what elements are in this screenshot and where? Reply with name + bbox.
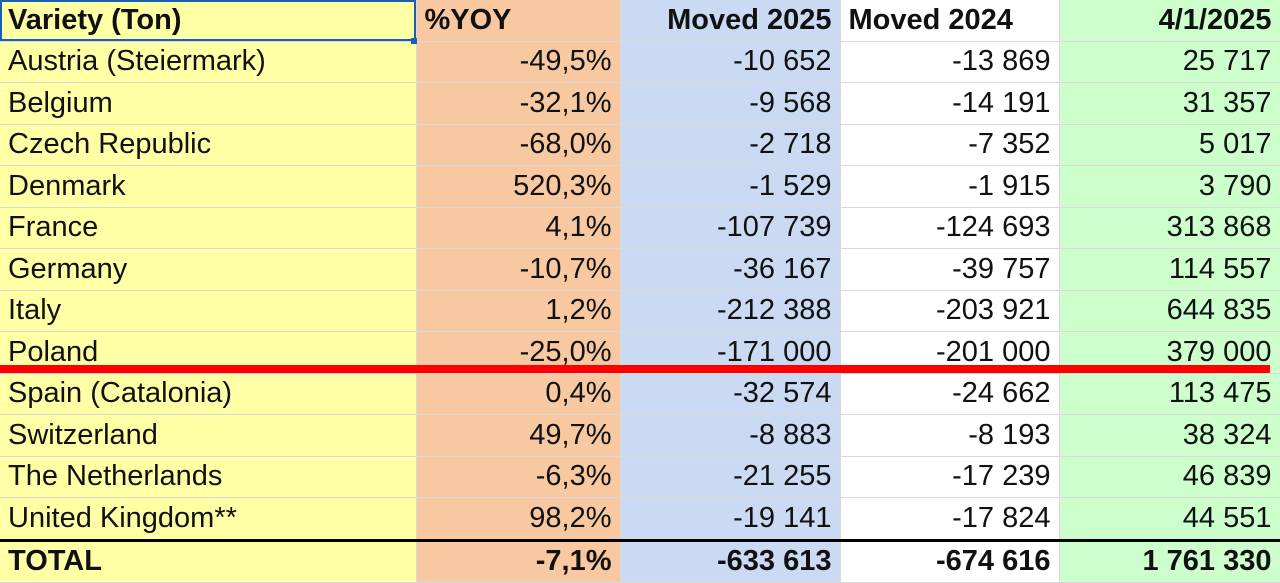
header-yoy-cell[interactable]: %YOY [416, 0, 621, 42]
header-moved-2025-cell[interactable]: Moved 2025 [620, 0, 841, 42]
moved-2025-cell[interactable]: -8 883 [620, 414, 841, 457]
highlight-red-line [0, 365, 1270, 373]
moved-2024-cell[interactable]: -124 693 [840, 207, 1060, 249]
date-cell[interactable]: 313 868 [1059, 207, 1280, 249]
moved-2025-cell[interactable]: -21 255 [620, 456, 841, 498]
moved-2025-cell[interactable]: -10 652 [620, 41, 841, 83]
moved-2024-cell[interactable]: -24 662 [840, 373, 1060, 415]
date-cell[interactable]: 44 551 [1059, 497, 1280, 541]
yoy-cell[interactable]: -10,7% [416, 248, 621, 291]
total-date-cell[interactable]: 1 761 330 [1059, 538, 1280, 583]
moved-2024-cell[interactable]: -14 191 [840, 82, 1060, 125]
table-row: United Kingdom** 98,2% -19 141 -17 824 44 55… [0, 497, 1280, 541]
date-cell[interactable]: 113 475 [1059, 373, 1280, 415]
yoy-cell[interactable]: -49,5% [416, 41, 621, 83]
moved-2024-cell[interactable]: -7 352 [840, 124, 1060, 166]
table-row: The Netherlands -6,3% -21 255 -17 239 46 839 [0, 456, 1280, 498]
variety-cell[interactable]: Belgium [0, 82, 417, 125]
moved-2024-cell[interactable]: -17 824 [840, 497, 1060, 541]
header-moved-2024-cell[interactable]: Moved 2024 [840, 0, 1060, 42]
date-cell[interactable]: 5 017 [1059, 124, 1280, 166]
table-row: Austria (Steiermark) -49,5% -10 652 -13 869… [0, 41, 1280, 83]
yoy-cell[interactable]: 49,7% [416, 414, 621, 457]
table-row: Belgium -32,1% -9 568 -14 191 31 357 [0, 82, 1280, 125]
header-variety-cell[interactable]: Variety (Ton) [0, 0, 417, 42]
variety-cell[interactable]: France [0, 207, 417, 249]
table-row: Germany -10,7% -36 167 -39 757 114 557 [0, 248, 1280, 291]
moved-2025-cell[interactable]: -2 718 [620, 124, 841, 166]
table-row: Switzerland 49,7% -8 883 -8 193 38 324 [0, 414, 1280, 457]
total-yoy-cell[interactable]: -7,1% [416, 538, 621, 583]
total-variety-cell[interactable]: TOTAL [0, 538, 417, 583]
moved-2024-cell[interactable]: -1 915 [840, 165, 1060, 208]
date-cell[interactable]: 114 557 [1059, 248, 1280, 291]
yoy-cell[interactable]: 0,4% [416, 373, 621, 415]
total-moved-2025-cell[interactable]: -633 613 [620, 538, 841, 583]
variety-cell[interactable]: The Netherlands [0, 456, 417, 498]
header-date-cell[interactable]: 4/1/2025 [1059, 0, 1280, 42]
variety-cell[interactable]: Germany [0, 248, 417, 291]
table-row: Denmark 520,3% -1 529 -1 915 3 790 [0, 165, 1280, 208]
variety-cell[interactable]: United Kingdom** [0, 497, 417, 541]
date-cell[interactable]: 3 790 [1059, 165, 1280, 208]
moved-2024-cell[interactable]: -8 193 [840, 414, 1060, 457]
table-row: Spain (Catalonia) 0,4% -32 574 -24 662 113 4… [0, 373, 1280, 415]
yoy-cell[interactable]: -6,3% [416, 456, 621, 498]
total-moved-2024-cell[interactable]: -674 616 [840, 538, 1060, 583]
variety-cell[interactable]: Switzerland [0, 414, 417, 457]
moved-2024-cell[interactable]: -17 239 [840, 456, 1060, 498]
table-row: Czech Republic -68,0% -2 718 -7 352 5 017 [0, 124, 1280, 166]
yoy-cell[interactable]: 4,1% [416, 207, 621, 249]
moved-2024-cell[interactable]: -203 921 [840, 290, 1060, 332]
variety-cell[interactable]: Italy [0, 290, 417, 332]
moved-2025-cell[interactable]: -32 574 [620, 373, 841, 415]
variety-cell[interactable]: Czech Republic [0, 124, 417, 166]
date-cell[interactable]: 46 839 [1059, 456, 1280, 498]
variety-cell[interactable]: Denmark [0, 165, 417, 208]
table-row: France 4,1% -107 739 -124 693 313 868 [0, 207, 1280, 249]
selection-fill-handle[interactable] [411, 38, 417, 44]
date-cell[interactable]: 38 324 [1059, 414, 1280, 457]
table-row: Italy 1,2% -212 388 -203 921 644 835 [0, 290, 1280, 332]
yoy-cell[interactable]: -32,1% [416, 82, 621, 125]
header-row: Variety (Ton) %YOY Moved 2025 Moved 2024… [0, 0, 1280, 42]
moved-2025-cell[interactable]: -1 529 [620, 165, 841, 208]
moved-2025-cell[interactable]: -212 388 [620, 290, 841, 332]
date-cell[interactable]: 644 835 [1059, 290, 1280, 332]
moved-2025-cell[interactable]: -19 141 [620, 497, 841, 541]
moved-2025-cell[interactable]: -107 739 [620, 207, 841, 249]
moved-2025-cell[interactable]: -9 568 [620, 82, 841, 125]
total-row: TOTAL -7,1% -633 613 -674 616 1 761 330 [0, 538, 1280, 583]
date-cell[interactable]: 31 357 [1059, 82, 1280, 125]
yoy-cell[interactable]: -68,0% [416, 124, 621, 166]
yoy-cell[interactable]: 1,2% [416, 290, 621, 332]
moved-2025-cell[interactable]: -36 167 [620, 248, 841, 291]
variety-cell[interactable]: Austria (Steiermark) [0, 41, 417, 83]
moved-2024-cell[interactable]: -13 869 [840, 41, 1060, 83]
date-cell[interactable]: 25 717 [1059, 41, 1280, 83]
moved-2024-cell[interactable]: -39 757 [840, 248, 1060, 291]
yoy-cell[interactable]: 98,2% [416, 497, 621, 541]
variety-cell[interactable]: Spain (Catalonia) [0, 373, 417, 415]
yoy-cell[interactable]: 520,3% [416, 165, 621, 208]
